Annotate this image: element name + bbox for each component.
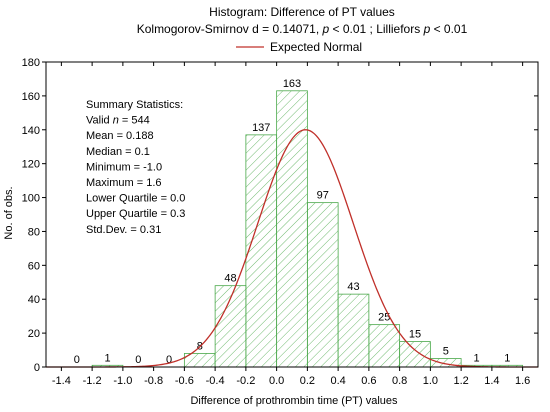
summary-statistic-line: Std.Dev. = 0.31 bbox=[86, 224, 161, 236]
histogram-bar bbox=[245, 134, 278, 368]
summary-statistic-line: Maximum = 1.6 bbox=[86, 177, 162, 189]
summary-statistic-line: Lower Quartile = 0.0 bbox=[86, 193, 185, 205]
x-tick-label: 0.2 bbox=[300, 375, 315, 387]
summary-statistic-line: Valid n = 544 bbox=[86, 115, 150, 127]
x-tick-label: -0.4 bbox=[206, 375, 225, 387]
histogram-bar bbox=[276, 90, 308, 368]
summary-statistic-line: Minimum = -1.0 bbox=[86, 161, 162, 173]
y-tick-label: 20 bbox=[28, 328, 40, 340]
x-tick-label: 1.0 bbox=[423, 375, 438, 387]
x-tick-label: -1.0 bbox=[113, 375, 132, 387]
x-tick-label: -1.2 bbox=[83, 375, 102, 387]
legend: Expected Normal bbox=[236, 40, 362, 54]
histogram-bar bbox=[368, 324, 401, 368]
bar-count-label: 5 bbox=[443, 346, 449, 358]
subtitle-p-1: p bbox=[321, 22, 329, 36]
subtitle-part-2: < 0.01 ; Lilliefors bbox=[329, 22, 423, 36]
x-tick-label: 0.0 bbox=[269, 375, 284, 387]
x-tick-label: -0.6 bbox=[175, 375, 194, 387]
subtitle-part-1: Kolmogorov-Smirnov d = 0.14071, bbox=[137, 22, 323, 36]
subtitle-p-2: p bbox=[423, 22, 431, 36]
bar-count-label: 0 bbox=[166, 354, 172, 366]
bar-count-label: 163 bbox=[283, 78, 301, 90]
y-tick-label: 160 bbox=[22, 91, 40, 103]
bar-count-label: 48 bbox=[224, 273, 236, 285]
histogram-bar bbox=[399, 341, 431, 368]
subtitle-part-3: < 0.01 bbox=[430, 22, 467, 36]
y-tick-label: 0 bbox=[34, 362, 40, 374]
chart-subtitle: Kolmogorov-Smirnov d = 0.14071, p < 0.01… bbox=[137, 22, 468, 36]
bar-count-label: 0 bbox=[74, 354, 80, 366]
summary-statistics: Summary Statistics: Valid n = 544 Mean = 0… bbox=[86, 99, 185, 236]
bar-count-label: 137 bbox=[252, 122, 270, 134]
y-tick-label: 80 bbox=[28, 226, 40, 238]
y-tick-label: 60 bbox=[28, 260, 40, 272]
y-tick-label: 40 bbox=[28, 294, 40, 306]
bar-count-label: 1 bbox=[473, 352, 479, 364]
bar-count-label: 25 bbox=[378, 312, 390, 324]
x-tick-label: -0.8 bbox=[144, 375, 163, 387]
plot-frame bbox=[45, 61, 539, 368]
summary-statistic-line: Mean = 0.188 bbox=[86, 130, 154, 142]
x-tick-label: -0.2 bbox=[236, 375, 255, 387]
x-tick-label: 1.4 bbox=[484, 375, 499, 387]
x-tick-label: 1.6 bbox=[515, 375, 530, 387]
y-tick-label: 120 bbox=[22, 159, 40, 171]
bar-count-label: 15 bbox=[409, 329, 421, 341]
y-tick-label: 140 bbox=[22, 125, 40, 137]
y-tick-label: 100 bbox=[22, 193, 40, 205]
histogram-bar bbox=[337, 293, 370, 368]
y-axis-label: No. of obs. bbox=[3, 186, 15, 239]
y-tick-label: 180 bbox=[22, 57, 40, 69]
bar-count-label: 1 bbox=[104, 352, 110, 364]
summary-statistic-line: Upper Quartile = 0.3 bbox=[86, 208, 185, 220]
x-tick-label: 1.2 bbox=[453, 375, 468, 387]
x-tick-label: 0.6 bbox=[361, 375, 376, 387]
chart-title: Histogram: Difference of PT values bbox=[209, 5, 395, 19]
summary-statistics-heading: Summary Statistics: bbox=[86, 99, 183, 111]
bar-count-label: 1 bbox=[504, 352, 510, 364]
x-tick-label: 0.8 bbox=[392, 375, 407, 387]
summary-statistic-line: Median = 0.1 bbox=[86, 146, 150, 158]
legend-label: Expected Normal bbox=[270, 40, 362, 54]
histogram-bar bbox=[306, 202, 339, 368]
bar-count-label: 0 bbox=[135, 354, 141, 366]
bar-count-label: 97 bbox=[317, 190, 329, 202]
x-tick-label: -1.4 bbox=[52, 375, 71, 387]
bar-count-label: 43 bbox=[347, 281, 359, 293]
x-axis-label: Difference of prothrombin time (PT) valu… bbox=[190, 395, 398, 407]
x-tick-label: 0.4 bbox=[330, 375, 345, 387]
